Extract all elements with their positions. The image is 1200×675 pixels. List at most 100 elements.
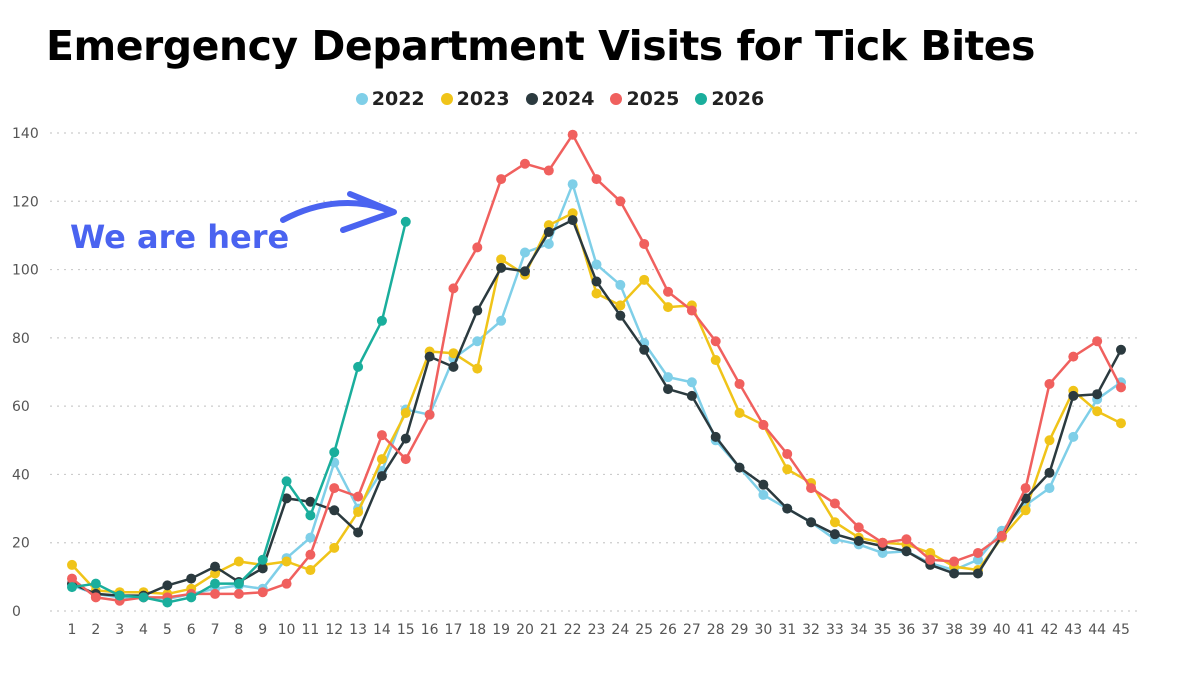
data-point-2024-week-13 bbox=[353, 527, 364, 538]
data-point-2026-week-3 bbox=[114, 590, 125, 601]
x-tick-label: 16 bbox=[421, 622, 439, 638]
series-line-2025 bbox=[71, 133, 1123, 603]
y-tick-label: 40 bbox=[12, 467, 30, 483]
legend-marker bbox=[695, 93, 708, 105]
data-point-2024-week-39 bbox=[972, 568, 983, 579]
data-point-2025-week-29 bbox=[734, 378, 745, 389]
data-point-2024-week-7 bbox=[210, 561, 221, 572]
data-point-2025-week-23 bbox=[591, 174, 602, 185]
data-point-2024-week-42 bbox=[1044, 467, 1055, 478]
data-point-2025-week-45 bbox=[1116, 382, 1126, 393]
data-point-2023-week-42 bbox=[1044, 435, 1055, 446]
data-point-2022-week-21 bbox=[543, 238, 554, 249]
data-point-2023-week-23 bbox=[591, 288, 602, 299]
data-point-2023-week-31 bbox=[782, 464, 793, 475]
data-point-2023-week-24 bbox=[615, 300, 626, 311]
data-point-2023-week-12 bbox=[329, 542, 340, 553]
y-tick-label: 0 bbox=[12, 604, 21, 620]
data-point-2025-week-11 bbox=[305, 549, 316, 560]
data-point-2025-week-17 bbox=[448, 283, 459, 294]
x-tick-label: 18 bbox=[468, 622, 486, 638]
data-point-2024-week-5 bbox=[162, 580, 173, 591]
y-tick-label: 140 bbox=[12, 126, 39, 142]
data-point-2022-week-27 bbox=[686, 377, 697, 388]
data-point-2024-week-11 bbox=[305, 496, 316, 507]
x-tick-label: 36 bbox=[898, 622, 916, 638]
data-point-2023-week-45 bbox=[1116, 418, 1126, 429]
data-point-2022-week-43 bbox=[1068, 431, 1079, 442]
data-point-2023-week-18 bbox=[472, 363, 483, 374]
data-point-2024-week-36 bbox=[901, 546, 912, 557]
data-point-2024-week-23 bbox=[591, 276, 602, 287]
data-point-2025-week-42 bbox=[1044, 378, 1055, 389]
legend-label: 2023 bbox=[456, 88, 510, 110]
data-point-2024-week-32 bbox=[806, 517, 817, 528]
data-point-2024-week-45 bbox=[1116, 344, 1126, 355]
legend-marker bbox=[610, 93, 623, 105]
series-line-2026 bbox=[71, 221, 407, 604]
data-point-2023-week-41 bbox=[1020, 505, 1031, 516]
data-point-2025-week-27 bbox=[686, 305, 697, 316]
series-line-2023 bbox=[71, 211, 1122, 596]
data-point-2025-week-9 bbox=[257, 587, 268, 598]
x-tick-label: 21 bbox=[540, 622, 558, 638]
legend-item-2025: 2025 bbox=[610, 88, 679, 110]
data-point-2024-week-18 bbox=[472, 305, 483, 316]
data-point-2024-week-10 bbox=[281, 493, 292, 504]
data-point-2024-week-12 bbox=[329, 505, 340, 516]
data-point-2023-week-33 bbox=[829, 517, 840, 528]
data-point-2025-week-2 bbox=[90, 592, 101, 603]
data-point-2024-week-38 bbox=[949, 568, 960, 579]
data-point-2025-week-36 bbox=[901, 534, 912, 545]
x-tick-label: 27 bbox=[683, 622, 701, 638]
legend-label: 2024 bbox=[541, 88, 595, 110]
data-point-2025-week-44 bbox=[1092, 336, 1103, 347]
data-point-2023-week-11 bbox=[305, 565, 316, 576]
data-point-2023-week-10 bbox=[281, 556, 292, 567]
data-point-2025-week-30 bbox=[758, 419, 769, 430]
data-point-2026-week-9 bbox=[257, 554, 268, 565]
data-point-2024-week-24 bbox=[615, 310, 626, 321]
y-tick-label: 20 bbox=[12, 536, 30, 552]
x-tick-label: 2 bbox=[91, 622, 100, 638]
legend-item-2026: 2026 bbox=[695, 88, 764, 110]
x-tick-label: 43 bbox=[1064, 622, 1082, 638]
legend-label: 2026 bbox=[711, 88, 765, 110]
x-tick-label: 8 bbox=[234, 622, 243, 638]
data-point-2025-week-38 bbox=[949, 556, 960, 567]
x-tick-label: 33 bbox=[826, 622, 844, 638]
x-tick-label: 37 bbox=[921, 622, 939, 638]
data-point-2025-week-1 bbox=[67, 573, 77, 584]
data-point-2025-week-7 bbox=[210, 588, 221, 599]
data-point-2025-week-41 bbox=[1020, 483, 1031, 494]
data-point-2024-week-30 bbox=[758, 479, 769, 490]
data-point-2024-week-31 bbox=[782, 503, 793, 514]
data-point-2026-week-13 bbox=[353, 361, 364, 372]
data-point-2026-week-7 bbox=[210, 578, 221, 589]
data-point-2023-week-1 bbox=[67, 559, 77, 570]
x-tick-label: 13 bbox=[349, 622, 367, 638]
data-point-2024-week-25 bbox=[639, 344, 650, 355]
legend-marker bbox=[525, 93, 538, 105]
data-point-2023-week-26 bbox=[663, 302, 674, 313]
data-point-2022-week-30 bbox=[758, 489, 769, 500]
data-point-2023-week-28 bbox=[710, 355, 721, 366]
x-tick-label: 26 bbox=[659, 622, 677, 638]
data-point-2024-week-14 bbox=[376, 471, 387, 482]
data-point-2023-week-17 bbox=[448, 348, 459, 359]
x-tick-label: 11 bbox=[301, 622, 319, 638]
data-point-2025-week-20 bbox=[519, 158, 530, 169]
data-point-2026-week-11 bbox=[305, 510, 316, 521]
data-point-2025-week-35 bbox=[877, 537, 888, 548]
data-point-2022-week-24 bbox=[615, 279, 626, 290]
data-point-2023-week-8 bbox=[233, 556, 244, 567]
data-point-2025-week-19 bbox=[496, 174, 507, 185]
data-point-2022-week-23 bbox=[591, 259, 602, 270]
data-point-2025-week-33 bbox=[829, 498, 840, 509]
x-tick-label: 22 bbox=[564, 622, 582, 638]
data-point-2023-week-14 bbox=[376, 454, 387, 465]
data-point-2022-week-19 bbox=[496, 315, 507, 326]
x-tick-label: 12 bbox=[325, 622, 343, 638]
x-tick-label: 24 bbox=[611, 622, 629, 638]
data-point-2023-week-15 bbox=[400, 407, 411, 418]
